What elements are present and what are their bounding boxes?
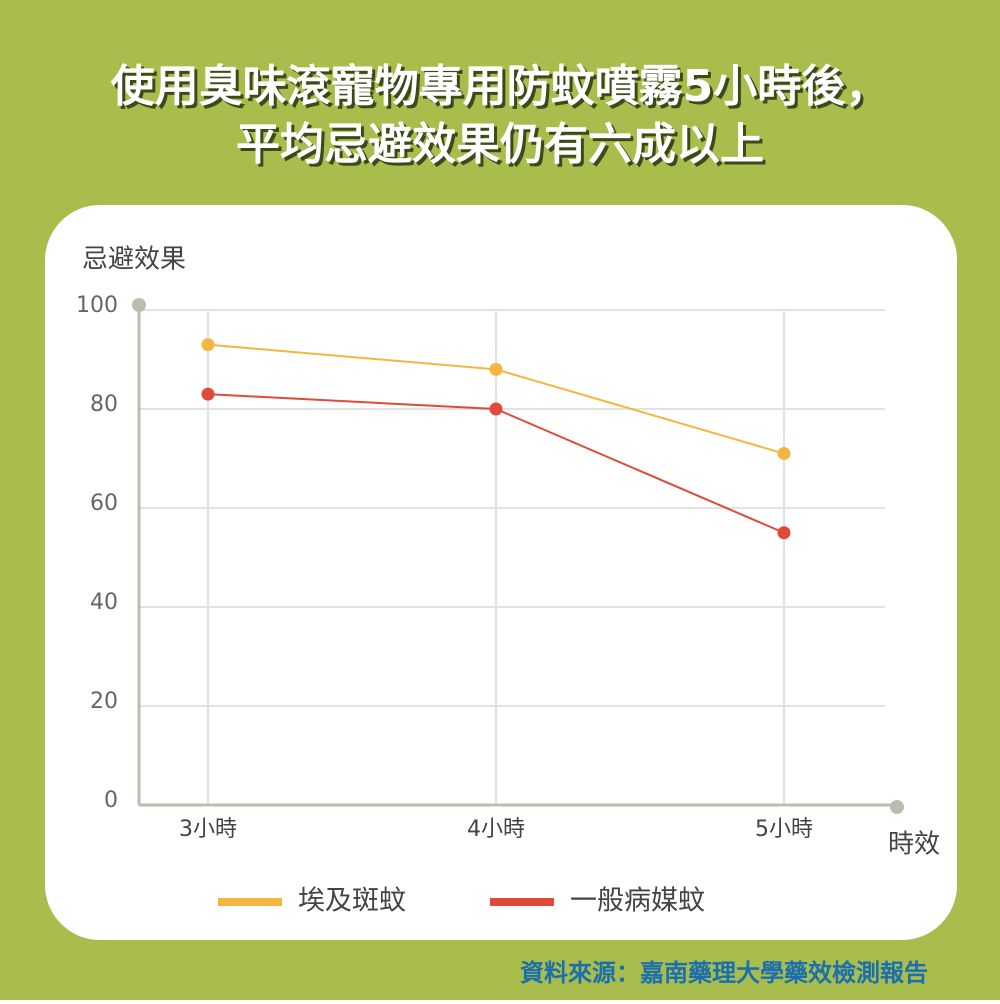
data-point: [201, 387, 215, 401]
y-tick-label: 0: [104, 788, 118, 813]
x-tick-label: 3小時: [179, 817, 237, 842]
y-tick-label: 80: [90, 392, 118, 417]
data-point: [489, 402, 503, 416]
x-tick-label: 4小時: [467, 817, 525, 842]
x-axis-label: 時效: [888, 830, 940, 860]
chart-title: 使用臭味滾寵物專用防蚊噴霧5小時後，: [111, 61, 890, 112]
legend-label: 埃及斑蚊: [298, 886, 406, 917]
y-tick-label: 20: [90, 689, 118, 714]
chart-title: 平均忌避效果仍有六成以上: [236, 119, 764, 170]
title-shadow: 平均忌避效果仍有六成以上: [239, 122, 767, 173]
axis-end: [132, 298, 146, 312]
source-note: 資料來源：嘉南藥理大學藥效檢測報告: [520, 959, 928, 987]
data-point: [201, 338, 215, 352]
x-tick-label: 5小時: [755, 817, 813, 842]
y-tick-label: 60: [90, 491, 118, 516]
axis-end: [890, 800, 904, 814]
y-tick-label: 100: [76, 293, 118, 318]
legend-label: 一般病媒蚊: [570, 886, 705, 917]
y-axis-label: 忌避效果: [82, 245, 186, 275]
data-point: [777, 447, 791, 461]
y-tick-label: 40: [90, 590, 118, 615]
title-shadow: 使用臭味滾寵物專用防蚊噴霧5小時後，: [114, 64, 893, 115]
panel: [45, 205, 957, 940]
data-point: [777, 526, 791, 540]
data-point: [489, 362, 503, 376]
